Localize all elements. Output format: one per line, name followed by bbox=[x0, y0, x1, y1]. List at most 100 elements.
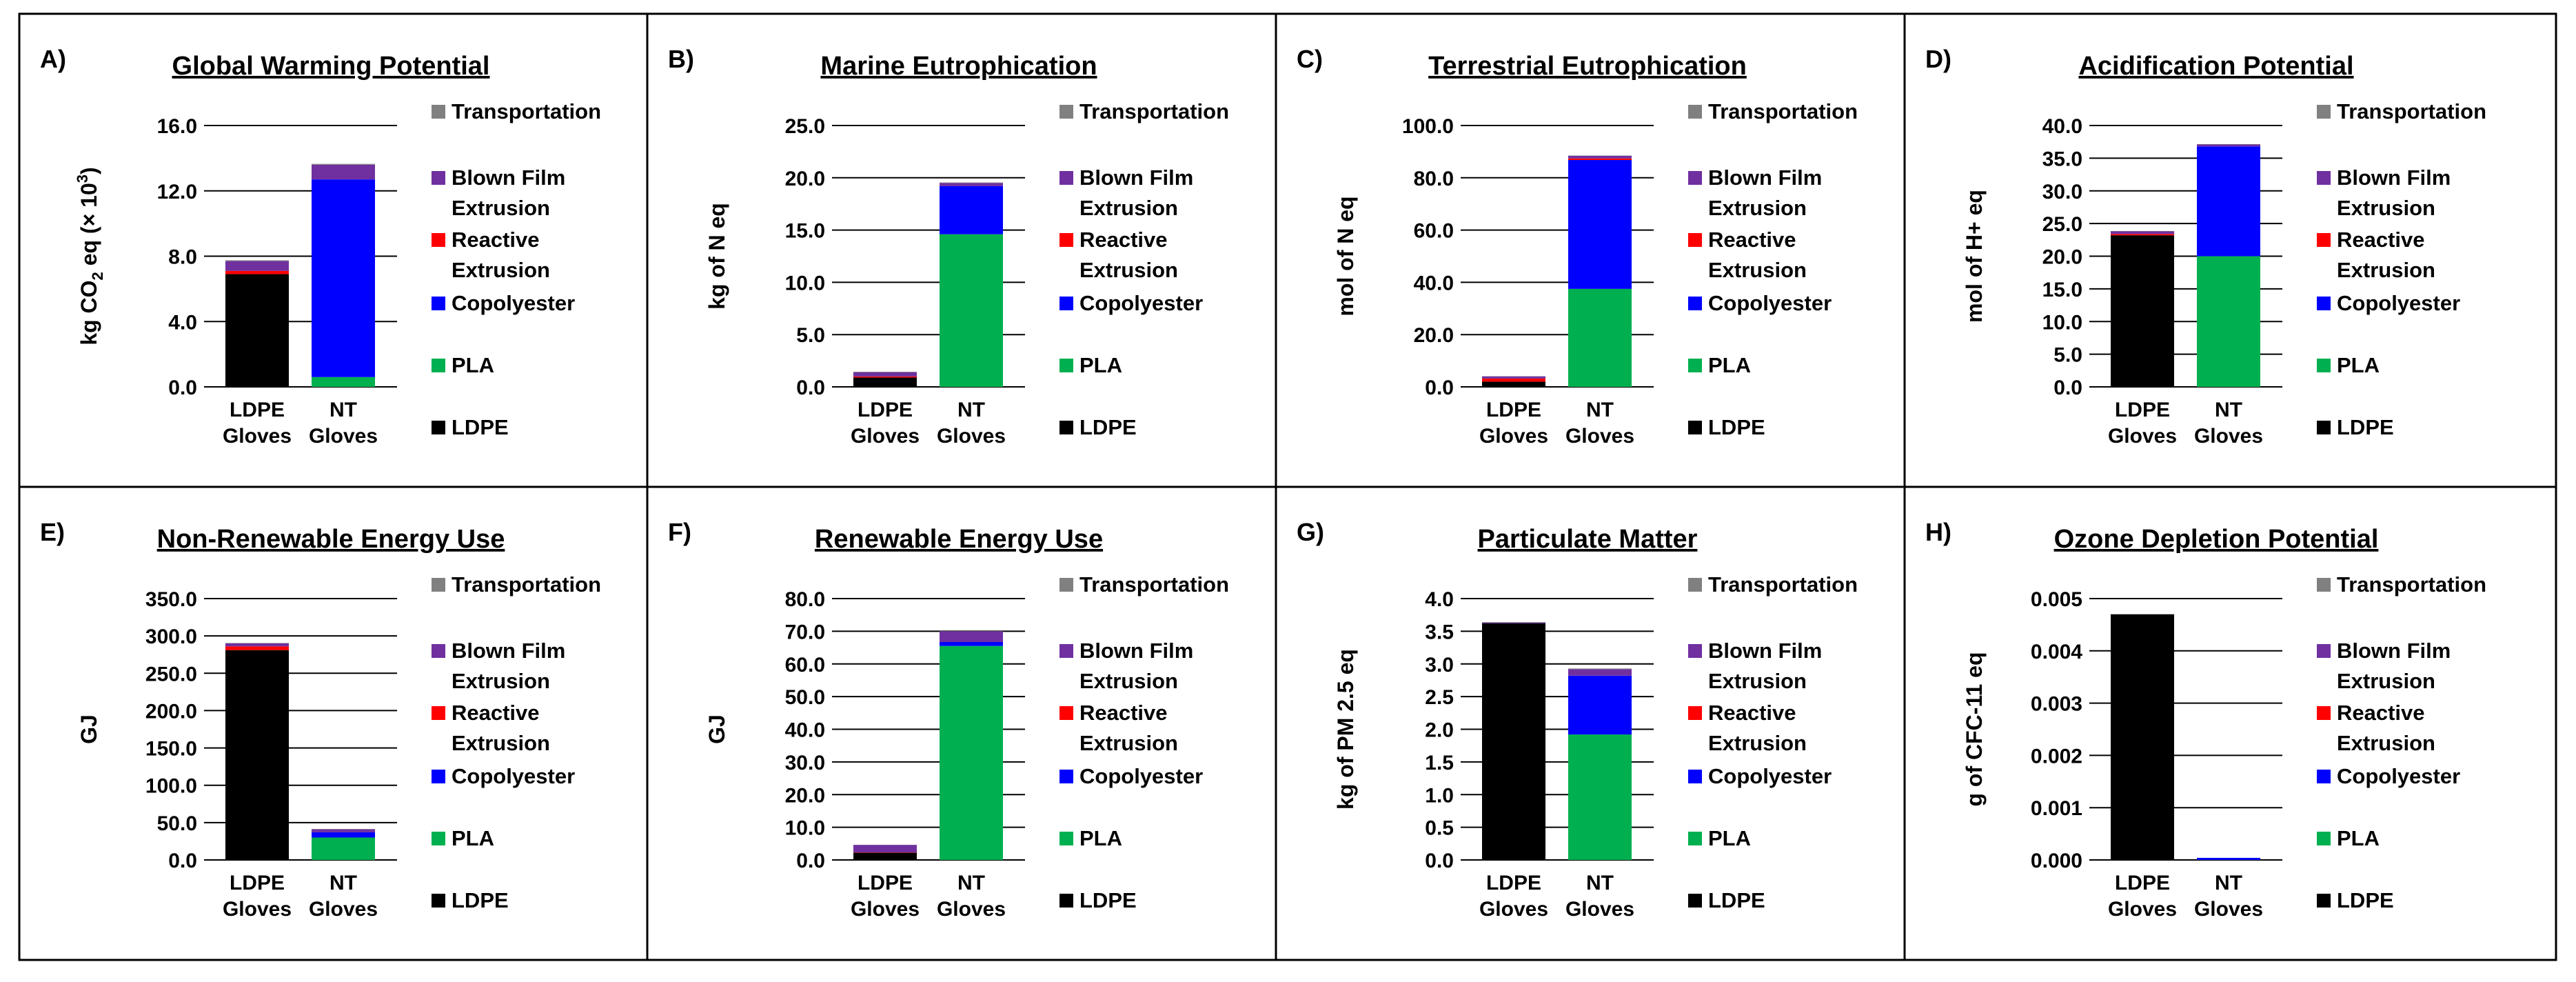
legend-swatch-blown-film-extrusion bbox=[2317, 171, 2331, 185]
legend-swatch-reactive-extrusion bbox=[2317, 233, 2331, 247]
bar-segment-pla-nt-gloves bbox=[1568, 289, 1632, 387]
chart-title: Particulate Matter bbox=[1478, 525, 1698, 554]
y-tick-label: 300.0 bbox=[145, 625, 197, 648]
legend-label-copolyester: Copolyester bbox=[1079, 764, 1203, 788]
y-tick-label: 60.0 bbox=[785, 654, 825, 677]
chart-title: Terrestrial Eutrophication bbox=[1428, 52, 1747, 81]
y-tick-label: 30.0 bbox=[785, 752, 825, 774]
bar-segment-ldpe-ldpe-gloves bbox=[1482, 623, 1545, 860]
y-tick-label: 70.0 bbox=[785, 621, 825, 643]
legend-swatch-transportation bbox=[2317, 105, 2331, 119]
y-tick-label: 20.0 bbox=[2042, 246, 2082, 269]
legend-swatch-ldpe bbox=[432, 894, 445, 908]
bar-segment-blown-film-extrusion-ldpe-gloves bbox=[853, 845, 917, 852]
legend-label-blown-film-extrusion: Extrusion bbox=[1079, 196, 1178, 220]
x-tick-label-line: NT bbox=[957, 872, 985, 894]
legend-swatch-ldpe bbox=[1059, 894, 1073, 908]
legend-label-reactive-extrusion: Extrusion bbox=[1079, 258, 1178, 282]
y-tick-label: 15.0 bbox=[785, 220, 825, 243]
y-axis-label: kg CO2 eq (× 103) bbox=[74, 167, 106, 345]
legend-label-reactive-extrusion: Extrusion bbox=[1708, 258, 1807, 282]
legend-label-blown-film-extrusion: Extrusion bbox=[1708, 196, 1807, 220]
bar-segment-blown-film-extrusion-nt-gloves bbox=[2197, 144, 2260, 146]
bar-segment-copolyester-nt-gloves bbox=[2197, 146, 2260, 256]
y-tick-label: 2.5 bbox=[1425, 686, 1454, 709]
bar-segment-blown-film-extrusion-nt-gloves bbox=[1568, 669, 1632, 675]
x-tick-label-line: Gloves bbox=[937, 425, 1006, 448]
bar-segment-blown-film-extrusion-ldpe-gloves bbox=[853, 372, 917, 377]
x-tick-label-line: Gloves bbox=[851, 898, 920, 921]
legend-swatch-reactive-extrusion bbox=[1059, 233, 1073, 247]
x-tick-label-line: Gloves bbox=[1479, 425, 1548, 448]
y-tick-label: 0.0 bbox=[168, 850, 197, 872]
y-tick-label: 40.0 bbox=[2042, 115, 2082, 138]
bar-segment-copolyester-nt-gloves bbox=[1568, 676, 1632, 734]
x-tick-label-line: Gloves bbox=[2194, 898, 2263, 921]
legend-swatch-blown-film-extrusion bbox=[432, 644, 445, 658]
legend-label-reactive-extrusion: Extrusion bbox=[2337, 731, 2435, 755]
legend-label-blown-film-extrusion: Blown Film bbox=[452, 166, 565, 190]
legend-label-transportation: Transportation bbox=[1708, 572, 1858, 597]
y-tick-label: 30.0 bbox=[2042, 181, 2082, 203]
y-tick-label: 15.0 bbox=[2042, 279, 2082, 301]
x-tick-label-line: NT bbox=[1586, 399, 1614, 421]
legend-swatch-blown-film-extrusion bbox=[432, 171, 445, 185]
legend-label-ldpe: LDPE bbox=[1079, 888, 1137, 912]
bar-segment-copolyester-nt-gloves bbox=[2197, 858, 2260, 860]
x-tick-label-line: NT bbox=[329, 872, 357, 894]
legend-swatch-copolyester bbox=[432, 297, 445, 310]
bar-segment-ldpe-ldpe-gloves bbox=[1482, 381, 1545, 387]
legend-label-transportation: Transportation bbox=[1079, 99, 1229, 123]
legend-swatch-copolyester bbox=[2317, 297, 2331, 310]
y-tick-label: 0.0 bbox=[1425, 850, 1454, 872]
x-tick-label-line: Gloves bbox=[1479, 898, 1548, 921]
legend-swatch-pla bbox=[1688, 832, 1702, 845]
bar-segment-reactive-extrusion-ldpe-gloves bbox=[225, 271, 289, 274]
legend-label-transportation: Transportation bbox=[2337, 99, 2486, 123]
legend-swatch-pla bbox=[432, 359, 445, 372]
y-tick-label: 0.005 bbox=[2031, 588, 2082, 611]
legend-label-ldpe: LDPE bbox=[2337, 888, 2394, 912]
x-tick-label-line: NT bbox=[329, 399, 357, 421]
legend-label-copolyester: Copolyester bbox=[2337, 764, 2460, 788]
legend-label-pla: PLA bbox=[1708, 353, 1751, 377]
y-tick-label: 80.0 bbox=[785, 588, 825, 611]
legend-swatch-ldpe bbox=[2317, 894, 2331, 908]
legend-swatch-reactive-extrusion bbox=[1688, 233, 1702, 247]
y-tick-label: 0.0 bbox=[1425, 377, 1454, 399]
legend-label-transportation: Transportation bbox=[1079, 572, 1229, 597]
legend-swatch-reactive-extrusion bbox=[432, 233, 445, 247]
legend-label-copolyester: Copolyester bbox=[1708, 291, 1832, 315]
bar-segment-blown-film-extrusion-nt-gloves bbox=[1568, 156, 1632, 159]
legend-label-blown-film-extrusion: Blown Film bbox=[452, 639, 565, 663]
chart-title: Global Warming Potential bbox=[172, 52, 490, 81]
bar-segment-blown-film-extrusion-nt-gloves bbox=[940, 183, 1003, 186]
y-tick-label: 80.0 bbox=[1414, 168, 1454, 190]
legend-swatch-pla bbox=[1688, 359, 1702, 372]
legend-swatch-transportation bbox=[432, 105, 445, 119]
legend-label-transportation: Transportation bbox=[452, 572, 601, 597]
chart-panel-a: A)Global Warming Potential0.04.08.012.01… bbox=[40, 45, 601, 448]
x-tick-label-line: NT bbox=[2215, 872, 2242, 894]
bar-segment-blown-film-extrusion-ldpe-gloves bbox=[225, 261, 289, 271]
bar-segment-ldpe-ldpe-gloves bbox=[225, 274, 289, 387]
chart-panel-d: D)Acidification Potential0.05.010.015.02… bbox=[1925, 45, 2486, 448]
legend-label-reactive-extrusion: Extrusion bbox=[1079, 731, 1178, 755]
legend-swatch-pla bbox=[432, 832, 445, 845]
y-axis-label-part: ) bbox=[77, 167, 101, 174]
y-tick-label: 0.0 bbox=[796, 377, 825, 399]
legend-label-ldpe: LDPE bbox=[1708, 415, 1765, 439]
y-tick-label: 5.0 bbox=[2053, 344, 2082, 367]
bar-segment-copolyester-nt-gloves bbox=[940, 642, 1003, 646]
legend-swatch-blown-film-extrusion bbox=[2317, 644, 2331, 658]
legend-label-blown-film-extrusion: Extrusion bbox=[2337, 196, 2435, 220]
bar-segment-reactive-extrusion-ldpe-gloves bbox=[1482, 379, 1545, 382]
x-tick-label-line: Gloves bbox=[309, 425, 378, 448]
chart-title: Acidification Potential bbox=[2078, 52, 2353, 81]
legend-label-transportation: Transportation bbox=[1708, 99, 1858, 123]
